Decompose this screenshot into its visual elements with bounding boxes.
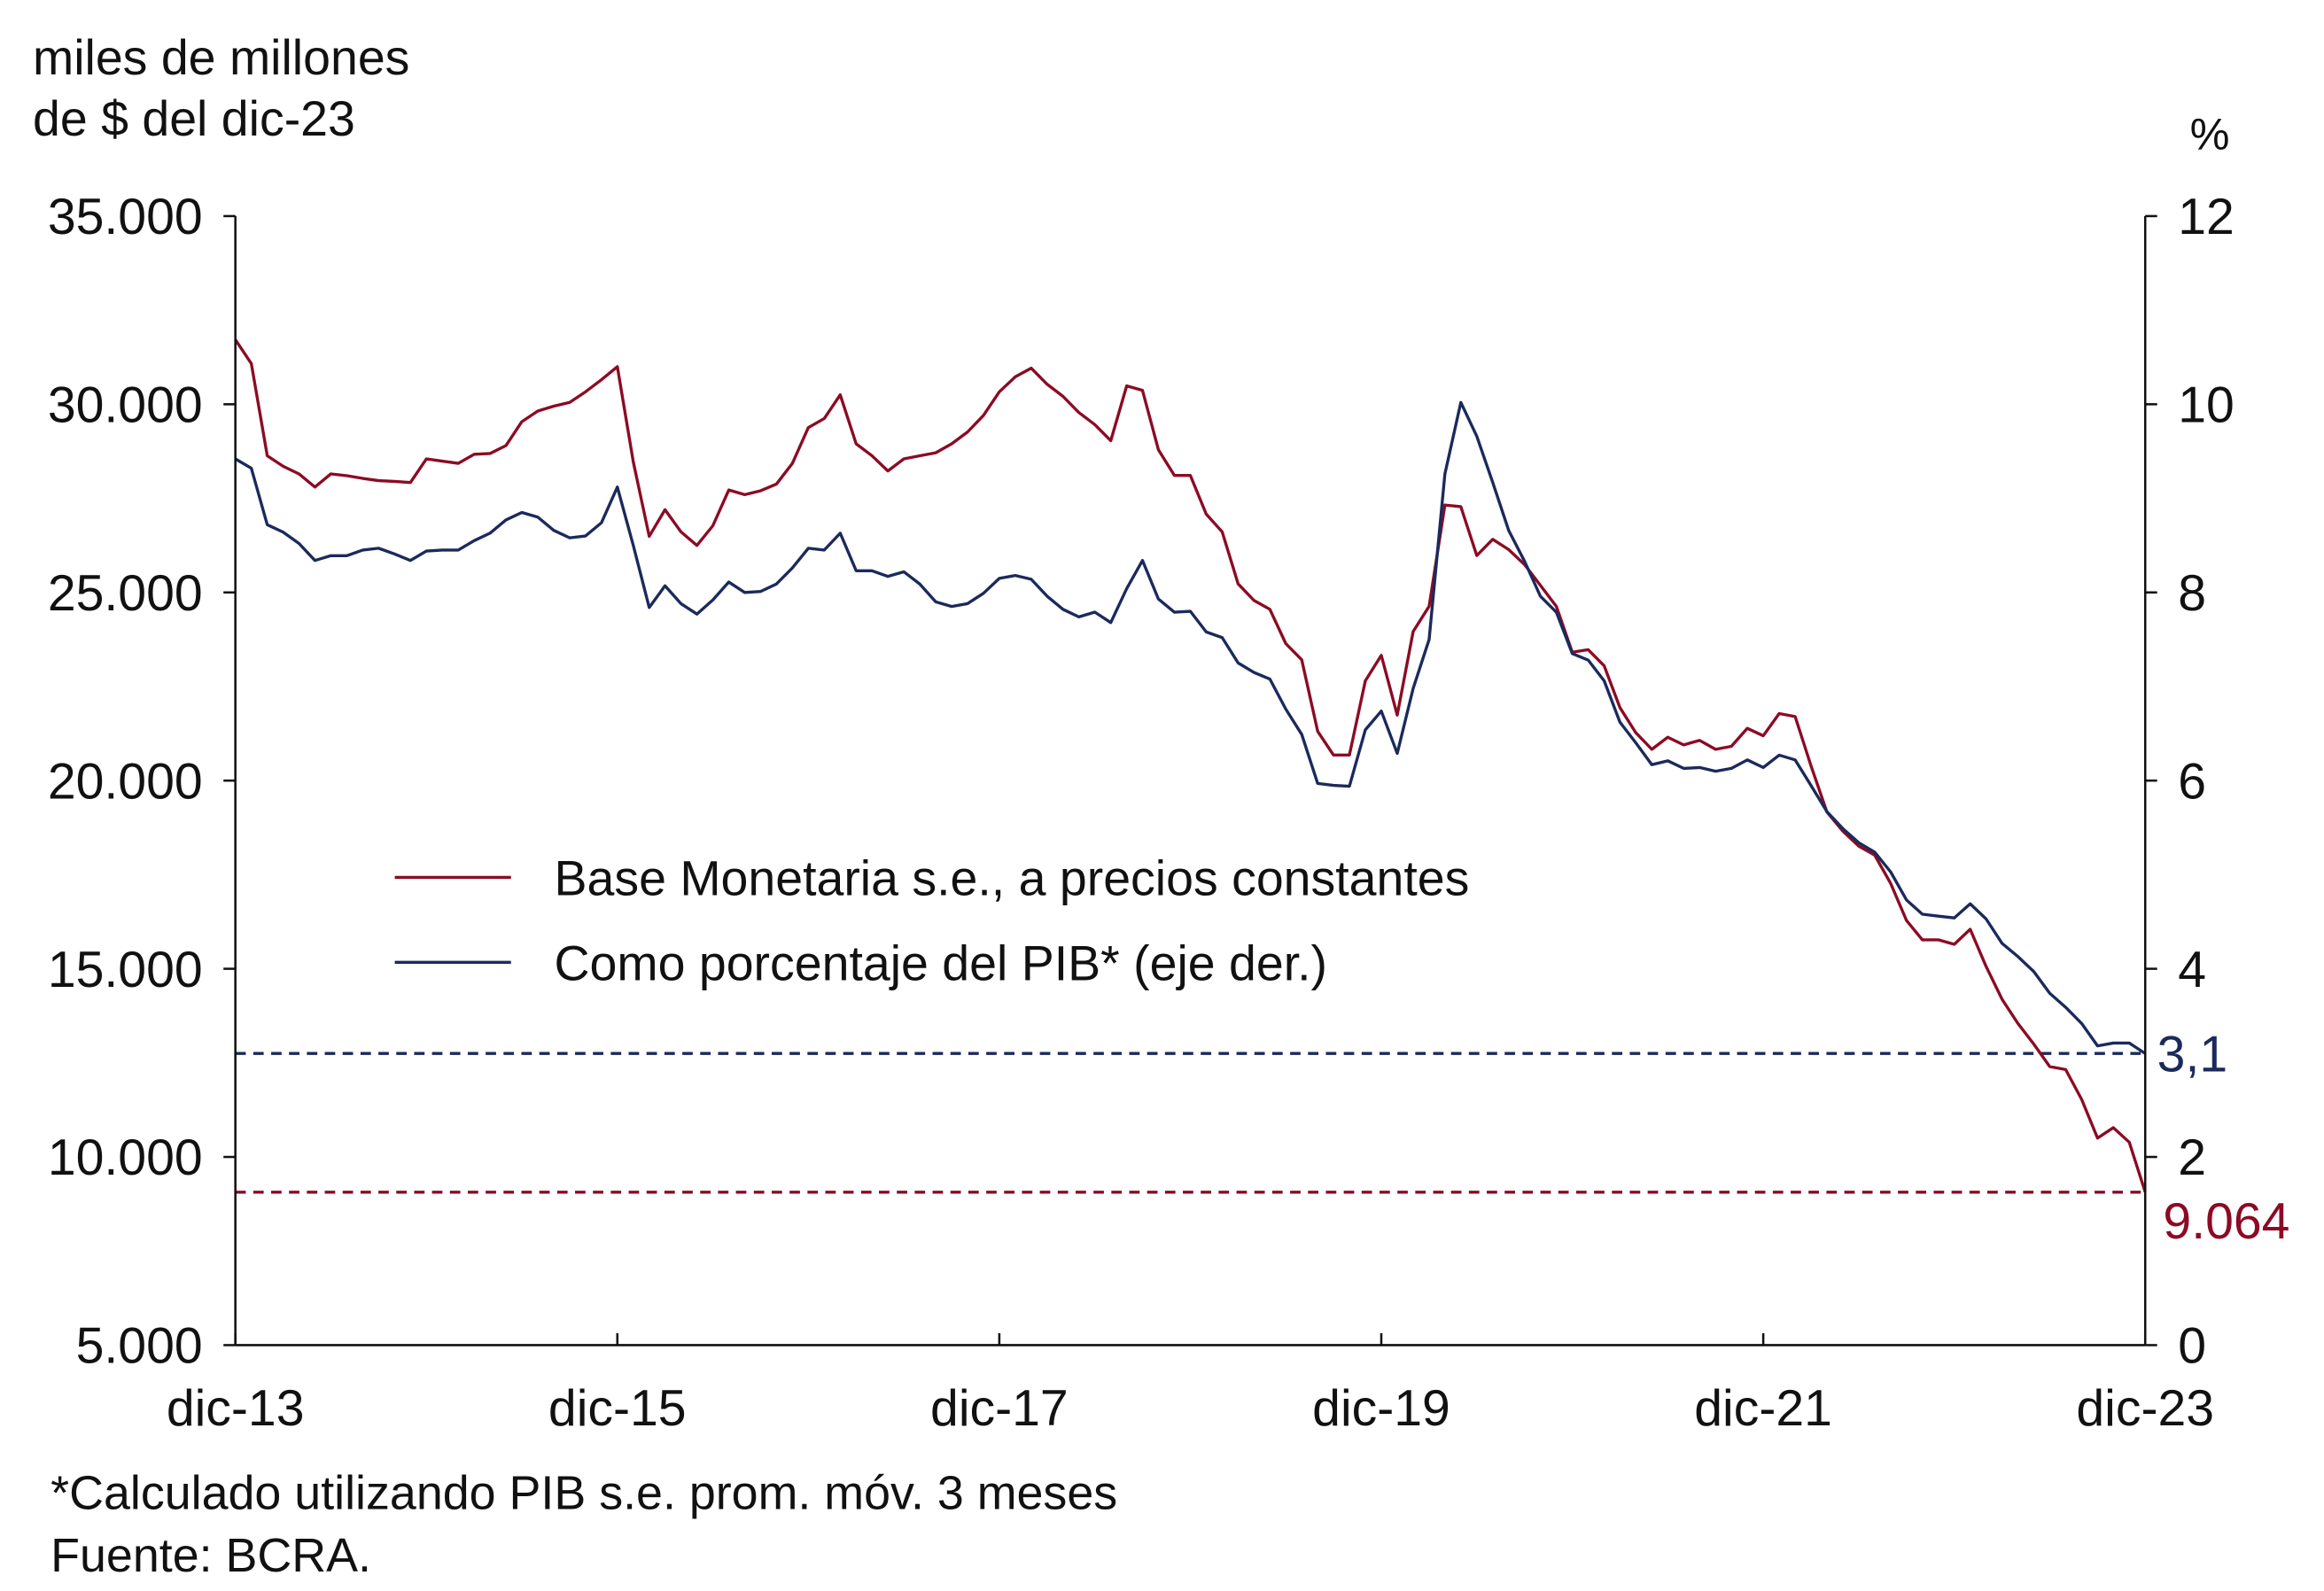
right-tick-label: 4 <box>2178 942 2206 998</box>
footnote-source: Fuente: BCRA. <box>51 1529 371 1582</box>
right-tick-label: 10 <box>2178 377 2235 434</box>
footnote-calculation: *Calculado utilizando PIB s.e. prom. móv… <box>51 1466 1117 1519</box>
legend-label-base-monetaria: Base Monetaria s.e., a precios constante… <box>554 851 1469 906</box>
right-axis-title: % <box>2190 108 2230 159</box>
legend: Base Monetaria s.e., a precios constante… <box>394 851 1469 990</box>
reference-lines: 3,1 9.064 <box>235 1026 2289 1250</box>
left-axis-title-line2: de $ del dic-23 <box>33 91 355 146</box>
series-line-base-monetaria <box>234 338 2147 1193</box>
x-tick-label: dic-13 <box>167 1380 305 1437</box>
right-tick-label: 0 <box>2178 1318 2206 1375</box>
axes: 35.000 30.000 25.000 20.000 15.000 10.000 5.00… <box>48 189 2235 1437</box>
x-tick-label: dic-15 <box>548 1380 687 1437</box>
left-axis-title-line1: miles de millones <box>33 30 409 85</box>
series-lines <box>234 338 2147 1193</box>
left-tick-label: 20.000 <box>48 753 203 810</box>
reference-label-left: 9.064 <box>2163 1193 2289 1250</box>
x-tick-label: dic-23 <box>2076 1380 2214 1437</box>
x-tick-label: dic-17 <box>930 1380 1069 1437</box>
x-tick-label: dic-21 <box>1694 1380 1832 1437</box>
left-tick-label: 25.000 <box>48 565 203 622</box>
left-tick-label: 5.000 <box>76 1318 203 1375</box>
right-tick-label: 6 <box>2178 753 2206 810</box>
x-tick-label: dic-19 <box>1312 1380 1450 1437</box>
left-tick-label: 35.000 <box>48 189 203 245</box>
right-tick-label: 2 <box>2178 1129 2206 1186</box>
left-tick-label: 10.000 <box>48 1129 203 1186</box>
left-tick-label: 30.000 <box>48 377 203 434</box>
reference-label-right: 3,1 <box>2157 1026 2227 1083</box>
series-line-porcentaje-pib <box>234 400 2147 1055</box>
right-tick-label: 12 <box>2178 189 2235 245</box>
right-tick-label: 8 <box>2178 565 2206 622</box>
legend-label-porcentaje-pib: Como porcentaje del PIB* (eje der.) <box>554 935 1327 990</box>
left-tick-label: 15.000 <box>48 942 203 998</box>
